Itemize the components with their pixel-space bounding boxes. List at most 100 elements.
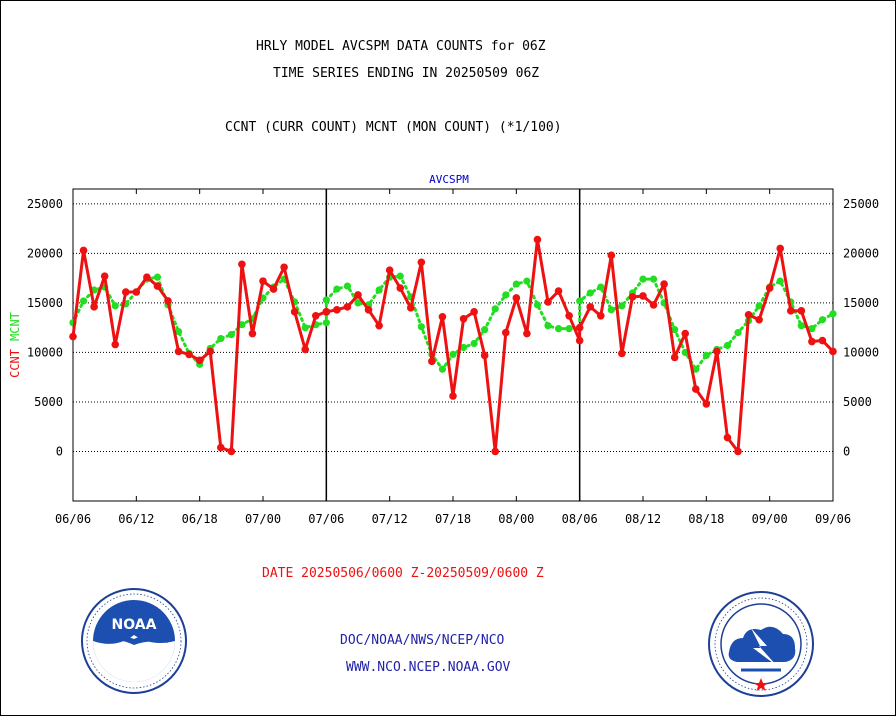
data-point-mcnt — [174, 328, 183, 336]
x-tick-label: 08/06 — [562, 512, 598, 526]
data-point-ccnt — [206, 347, 215, 356]
data-point-mcnt — [544, 322, 552, 330]
data-point-mcnt — [523, 277, 531, 285]
grid-layer — [72, 188, 834, 502]
data-point-mcnt — [449, 350, 457, 359]
noaa-logo: NOAA — [81, 588, 187, 694]
data-point-ccnt — [818, 336, 827, 345]
x-tick-label: 06/12 — [118, 512, 154, 526]
data-point-ccnt — [670, 353, 679, 362]
data-point-ccnt — [586, 303, 595, 311]
data-point-ccnt — [164, 297, 172, 305]
y-tick-label-right: 15000 — [843, 296, 879, 310]
data-point-ccnt — [322, 308, 331, 316]
data-point-ccnt — [470, 308, 478, 316]
data-point-ccnt — [259, 277, 267, 285]
data-point-mcnt — [607, 306, 615, 314]
x-tick-label: 06/06 — [55, 512, 91, 526]
data-point-mcnt — [797, 322, 805, 330]
data-point-ccnt — [100, 272, 109, 280]
data-point-mcnt — [481, 326, 489, 334]
data-point-mcnt — [343, 282, 352, 290]
data-point-ccnt — [216, 443, 225, 452]
data-point-ccnt — [808, 337, 816, 346]
panel-title: AVCSPM — [429, 173, 469, 186]
data-point-ccnt — [301, 345, 310, 354]
data-point-ccnt — [90, 303, 98, 311]
data-point-ccnt — [79, 246, 88, 255]
data-point-mcnt — [702, 351, 710, 359]
data-point-ccnt — [121, 288, 130, 296]
y-axis-label: CCNT MCNT — [8, 312, 22, 378]
y-tick-label-left: 20000 — [27, 246, 63, 260]
data-point-mcnt — [586, 289, 594, 297]
data-point-ccnt — [786, 307, 795, 315]
noaa-logo-text: NOAA — [112, 617, 157, 633]
data-point-mcnt — [322, 319, 330, 327]
data-point-ccnt — [829, 347, 837, 356]
data-point-ccnt — [702, 400, 711, 408]
x-tick-label: 07/18 — [435, 512, 471, 526]
data-point-ccnt — [691, 385, 700, 393]
y-tick-label-right: 20000 — [843, 246, 879, 260]
data-point-ccnt — [459, 314, 468, 323]
y-tick-label-left: 15000 — [27, 296, 63, 310]
data-point-ccnt — [765, 284, 774, 292]
data-point-mcnt — [776, 277, 784, 285]
data-point-mcnt — [755, 302, 763, 310]
data-point-mcnt — [238, 321, 246, 329]
data-point-mcnt — [217, 334, 225, 343]
data-point-mcnt — [565, 325, 573, 333]
data-point-mcnt — [597, 283, 605, 291]
y-tick-label-left: 0 — [56, 444, 63, 458]
data-point-ccnt — [575, 323, 584, 332]
x-tick-label: 08/12 — [625, 512, 661, 526]
data-point-mcnt — [639, 275, 647, 283]
data-point-ccnt — [744, 310, 753, 319]
data-point-mcnt — [829, 310, 837, 318]
data-point-ccnt — [523, 329, 531, 338]
data-point-ccnt — [174, 347, 183, 356]
data-point-ccnt — [185, 350, 193, 359]
data-point-ccnt — [607, 251, 616, 260]
x-tick-label: 07/06 — [308, 512, 344, 526]
data-point-ccnt — [311, 311, 320, 320]
data-point-mcnt — [502, 291, 510, 299]
data-point-mcnt — [723, 341, 732, 350]
data-point-mcnt — [79, 297, 88, 305]
data-point-ccnt — [195, 356, 204, 365]
data-point-ccnt — [554, 287, 563, 295]
data-point-ccnt — [480, 351, 489, 360]
data-point-mcnt — [512, 280, 520, 288]
data-point-mcnt — [333, 285, 341, 293]
data-point-ccnt — [143, 273, 151, 281]
data-point-mcnt — [396, 272, 404, 280]
data-point-ccnt — [797, 307, 806, 315]
data-point-mcnt — [354, 299, 362, 307]
data-point-ccnt — [375, 321, 383, 330]
data-point-ccnt — [406, 304, 415, 312]
label-layer: 0 0 5000 5000 10000 10000 15000 15000 20000 20000… — [8, 173, 879, 526]
data-point-ccnt — [776, 244, 785, 253]
data-point-ccnt — [385, 266, 394, 275]
data-point-mcnt — [153, 273, 162, 281]
chart-subtitle: CCNT (CURR COUNT) MCNT (MON COUNT) (*1/1… — [225, 120, 562, 135]
data-point-ccnt — [248, 329, 257, 338]
y-axis-label-mcnt: MCNT — [8, 312, 22, 341]
y-tick-label-right: 0 — [843, 444, 850, 458]
data-point-ccnt — [649, 301, 658, 309]
data-point-ccnt — [501, 328, 510, 337]
data-point-ccnt — [417, 258, 426, 267]
data-point-ccnt — [755, 315, 763, 324]
data-point-mcnt — [818, 316, 827, 324]
y-tick-label-right: 25000 — [843, 197, 879, 211]
data-point-mcnt — [734, 329, 742, 337]
data-point-mcnt — [375, 286, 383, 294]
x-tick-label: 08/00 — [498, 512, 534, 526]
data-point-ccnt — [280, 263, 288, 272]
data-point-mcnt — [470, 339, 478, 348]
data-point-mcnt — [459, 343, 468, 352]
series-line-ccnt — [71, 238, 835, 453]
data-point-ccnt — [565, 311, 573, 320]
